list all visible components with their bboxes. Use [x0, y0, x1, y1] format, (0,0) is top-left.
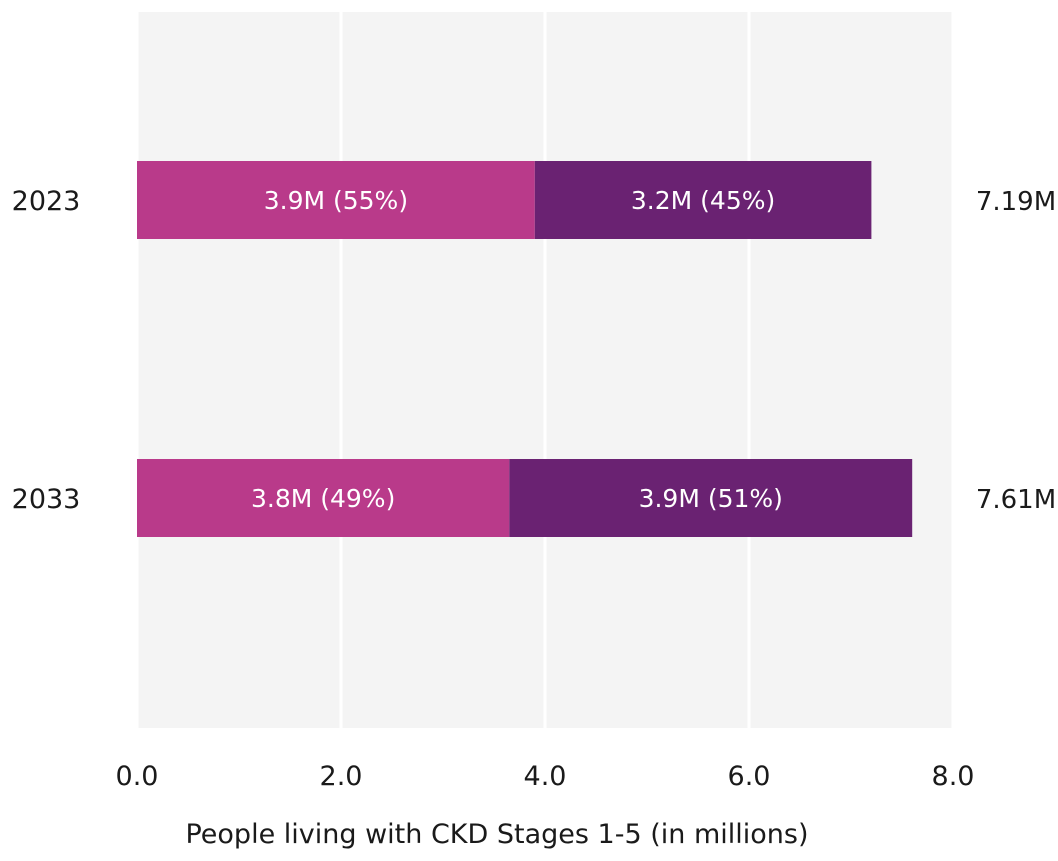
bar-totals: 7.19M 7.61M — [976, 187, 1056, 515]
gridlines — [135, 12, 955, 728]
x-tick-label: 2.0 — [320, 761, 363, 792]
y-axis-categories: 2023 2033 — [12, 186, 81, 515]
bar-segment-label: 3.9M (55%) — [264, 186, 408, 215]
x-tick-label: 4.0 — [524, 761, 567, 792]
x-tick-label: 0.0 — [116, 761, 159, 792]
bar-segment — [137, 459, 510, 537]
bar-segment — [534, 161, 872, 239]
bar-segment-label: 3.9M (51%) — [639, 484, 783, 513]
bar-total-label: 7.61M — [976, 485, 1056, 515]
x-tick-label: 6.0 — [728, 761, 771, 792]
x-tick-label: 8.0 — [932, 761, 975, 792]
bars: 3.9M (55%) 3.2M (45%) 3.8M (49%) 3.9M (51%) — [137, 161, 913, 537]
bar-total-label: 7.19M — [976, 187, 1056, 217]
bar-segment-label: 3.8M (49%) — [251, 484, 395, 513]
x-axis-ticks: 0.0 2.0 4.0 6.0 8.0 — [116, 761, 975, 792]
bar-segment-label: 3.2M (45%) — [631, 186, 775, 215]
category-label: 2033 — [12, 484, 81, 515]
bar-segment — [509, 459, 913, 537]
category-label: 2023 — [12, 186, 81, 217]
x-axis-title: People living with CKD Stages 1-5 (in mi… — [185, 819, 808, 850]
bar-segment — [137, 161, 535, 239]
